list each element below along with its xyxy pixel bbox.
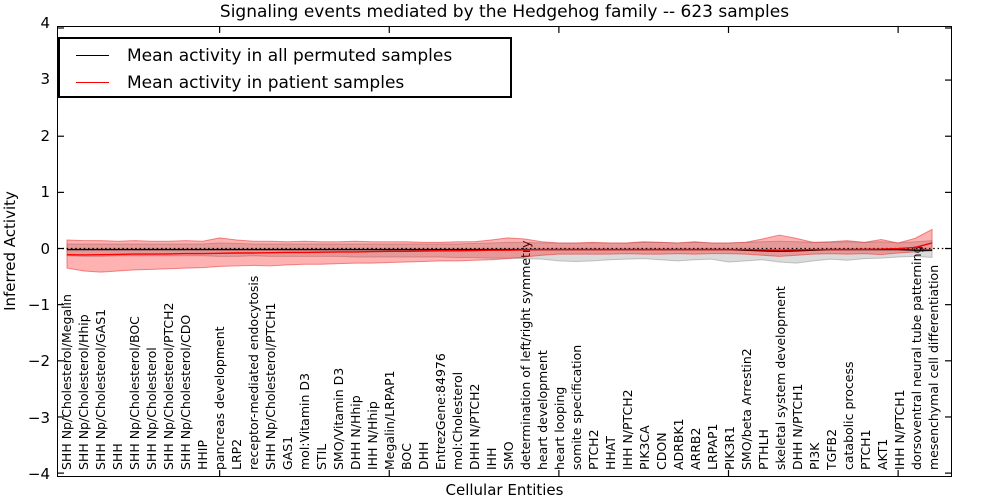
- y-tick-label: 0: [40, 239, 50, 258]
- y-tick-label: 2: [40, 126, 50, 145]
- y-tick-label: 3: [40, 70, 50, 89]
- legend-item-label: Mean activity in patient samples: [127, 72, 405, 93]
- legend-line-swatch-patient: [76, 82, 109, 83]
- y-tick-label: −3: [27, 408, 50, 427]
- y-tick-label: 1: [40, 183, 50, 202]
- legend: Mean activity in all permuted samples Me…: [58, 37, 512, 98]
- plot-area: [57, 26, 952, 477]
- y-tick-label: −1: [27, 295, 50, 314]
- legend-item: Mean activity in patient samples: [76, 69, 510, 96]
- series-line-Mean-activity-in-patient-samples: [66, 242, 933, 256]
- legend-item: Mean activity in all permuted samples: [76, 42, 510, 69]
- y-tick-label: 4: [40, 13, 50, 32]
- chart-canvas: [58, 27, 951, 476]
- band-permuted-samples-spread: [66, 240, 933, 264]
- legend-line-swatch-permuted: [76, 55, 109, 56]
- x-axis-label: Cellular Entities: [445, 481, 564, 499]
- y-tick-label: −2: [27, 352, 50, 371]
- legend-item-label: Mean activity in all permuted samples: [127, 45, 453, 66]
- chart-title: Signaling events mediated by the Hedgeho…: [219, 2, 790, 22]
- tick-marks: [58, 27, 951, 476]
- y-tick-label: −4: [27, 465, 50, 484]
- y-tick-labels: 4 3 2 1 0 −1 −2 −3 −4: [0, 0, 52, 500]
